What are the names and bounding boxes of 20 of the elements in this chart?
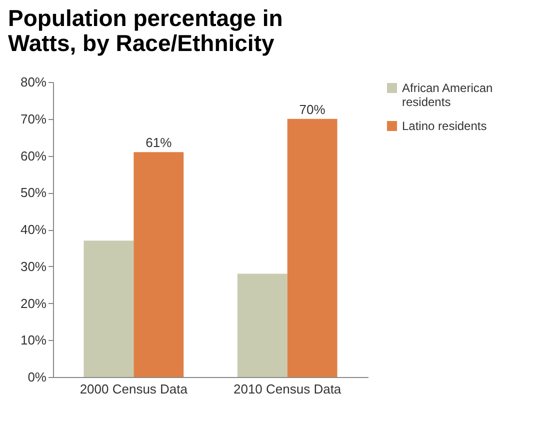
y-tick-label: 30%: [20, 258, 47, 274]
chart-title: Population percentage in Watts, by Race/Ethnicity: [8, 5, 283, 56]
data-label: 70%: [299, 102, 326, 117]
bar: [287, 118, 338, 377]
y-tick-label: 70%: [20, 111, 47, 126]
y-tick-label: 50%: [20, 185, 47, 200]
legend-label: Latino residents: [402, 119, 487, 133]
bar: [84, 240, 134, 377]
y-tick-label: 80%: [20, 74, 47, 90]
y-tick-label: 0%: [28, 370, 47, 384]
y-tick-label: 60%: [20, 148, 47, 164]
data-label: 61%: [146, 135, 172, 150]
y-tick-label: 40%: [20, 222, 47, 237]
y-tick-label: 10%: [20, 332, 47, 348]
legend-label: African American residents: [402, 81, 493, 109]
bar: [237, 274, 288, 377]
x-tick-label: 2000 Census Data: [80, 382, 188, 396]
x-tick-label: 2010 Census Data: [233, 382, 342, 396]
y-tick-label: 20%: [20, 296, 47, 311]
bar: [134, 152, 184, 377]
